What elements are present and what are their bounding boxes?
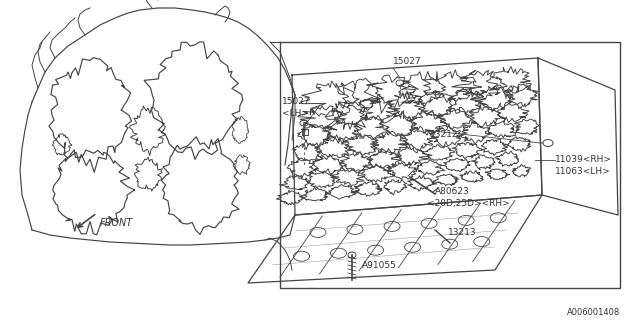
Text: 11039<RH>: 11039<RH> [555, 155, 612, 164]
Text: <20D,25D><RH>: <20D,25D><RH> [427, 199, 509, 208]
Text: FRONT: FRONT [100, 218, 133, 228]
Text: A91055: A91055 [362, 261, 397, 270]
Text: A80623: A80623 [435, 187, 470, 196]
Text: 11063<LH>: 11063<LH> [555, 167, 611, 176]
Text: A006001408: A006001408 [567, 308, 620, 317]
Text: 13213: 13213 [448, 228, 477, 237]
Text: <LH>: <LH> [282, 109, 309, 118]
Text: 13212: 13212 [430, 130, 458, 139]
Text: 15027: 15027 [393, 57, 422, 66]
Text: 15027: 15027 [282, 97, 310, 106]
